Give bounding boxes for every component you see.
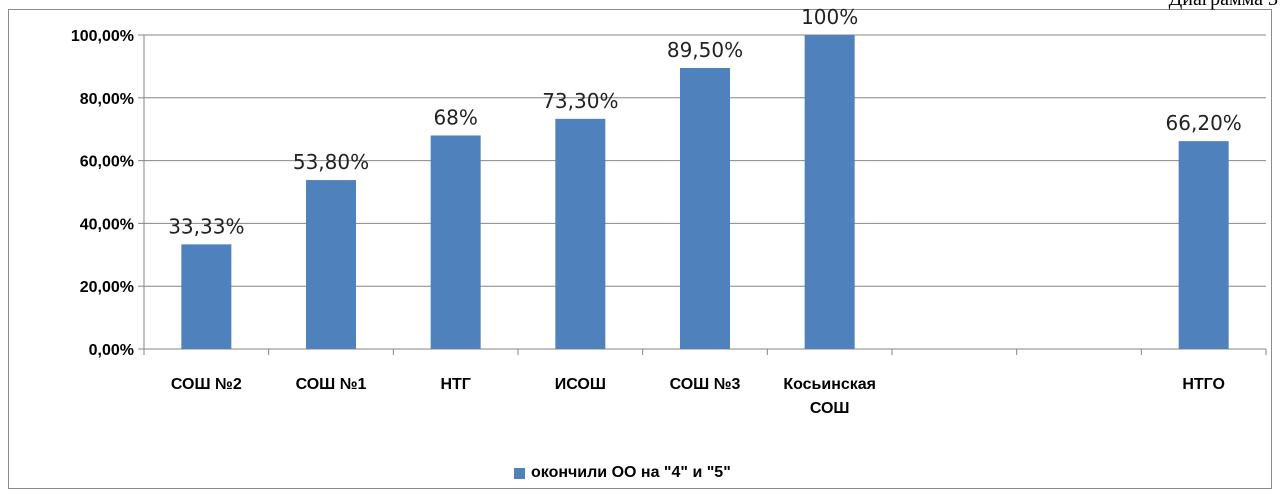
legend-label: окончили ОО на "4" и "5": [531, 464, 731, 481]
x-category-label: НТГ: [440, 376, 470, 393]
data-label: 100%: [801, 5, 858, 29]
x-category-label: СОШ №3: [670, 376, 741, 393]
data-label: 68%: [433, 105, 477, 129]
data-label: 33,33%: [168, 214, 244, 238]
y-tick-label: 0,00%: [89, 342, 134, 359]
x-category-label: Косьинская СОШ: [783, 376, 876, 417]
y-tick-label: 80,00%: [80, 91, 134, 108]
y-tick-label: 100,00%: [71, 28, 134, 45]
data-label: 73,30%: [542, 89, 618, 113]
data-label: 66,20%: [1166, 111, 1242, 135]
bar: [181, 244, 232, 349]
x-category-label: НТГО: [1182, 376, 1225, 393]
bar: [555, 118, 606, 349]
data-label: 53,80%: [293, 150, 369, 174]
y-tick-label: 20,00%: [80, 279, 134, 296]
x-category-label: СОШ №2: [171, 376, 242, 393]
x-category-label: ИСОШ: [555, 376, 606, 393]
bar: [804, 35, 855, 349]
y-tick-label: 60,00%: [80, 154, 134, 171]
x-category-label: СОШ №1: [296, 376, 367, 393]
diagram-caption: Диаграмма 3: [1169, 0, 1278, 11]
bar: [1178, 141, 1229, 349]
bar: [430, 135, 481, 349]
bar: [680, 67, 730, 349]
y-tick-label: 40,00%: [80, 216, 134, 233]
bar: [306, 180, 356, 349]
data-label: 89,50%: [667, 38, 743, 62]
legend-swatch: [514, 467, 525, 479]
legend: окончили ОО на "4" и "5": [514, 464, 731, 482]
